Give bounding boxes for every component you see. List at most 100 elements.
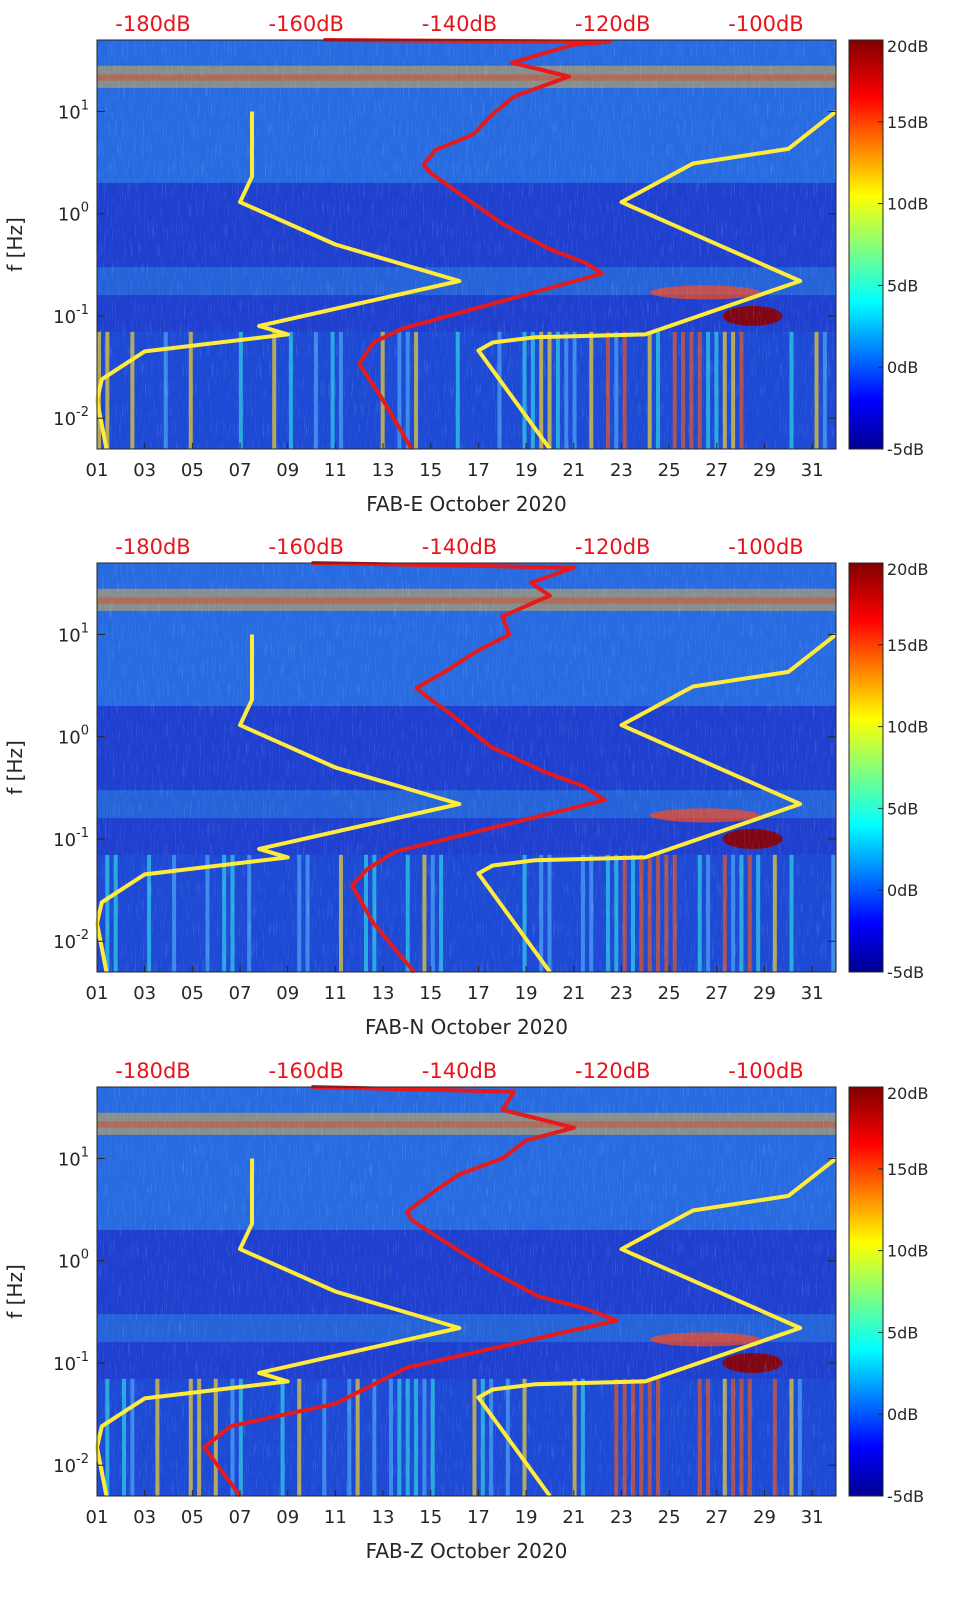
colorbar-tick-label: 10dB (887, 718, 929, 737)
x-tick-label: 29 (753, 1507, 776, 1528)
colorbar (848, 562, 884, 973)
x-tick-label: 21 (562, 460, 585, 481)
x-tick-label: 27 (705, 460, 728, 481)
spectrogram-panel: 01 03 05 07 09 11 13 15 17 19 21 23 25 27 29 31 10-2 10-1… (3, 12, 929, 516)
colorbar-tick-label: 0dB (887, 358, 918, 377)
x-tick-label: 01 (86, 460, 109, 481)
x-tick-label: 19 (515, 983, 538, 1004)
y-tick-label: 10-1 (53, 1350, 89, 1375)
x-tick-label: 13 (372, 1507, 395, 1528)
x-tick-label: 21 (562, 1507, 585, 1528)
y-tick-label: 101 (58, 621, 89, 646)
colorbar-tick-label: 20dB (887, 560, 929, 579)
colorbar-tick-label: 10dB (887, 195, 929, 214)
x-tick-label: 03 (133, 983, 156, 1004)
y-tick-label: 100 (58, 201, 89, 226)
x-tick-label: 13 (372, 460, 395, 481)
colorbar-tick-label: 5dB (887, 799, 918, 818)
x-tick-label: 05 (181, 983, 204, 1004)
red-psd-curve (323, 38, 612, 451)
plot-frame (96, 1086, 837, 1497)
top-db-tick-label: -180dB (115, 12, 190, 36)
x-tick-label: 15 (419, 983, 442, 1004)
colorbar-tick-label: -5dB (887, 963, 924, 982)
top-db-tick-label: -160dB (269, 1059, 344, 1083)
x-tick-label: 07 (229, 983, 252, 1004)
y-tick-label: 10-2 (53, 928, 89, 953)
top-db-tick-label: -100dB (728, 535, 803, 559)
x-tick-label: 03 (133, 1507, 156, 1528)
red-psd-curve (311, 561, 607, 974)
colorbar-tick-label: 15dB (887, 636, 929, 655)
x-tick-label: 27 (705, 983, 728, 1004)
colorbar (848, 1086, 884, 1497)
y-axis-label: f [Hz] (3, 740, 27, 795)
spectrogram-image (97, 1087, 836, 1496)
top-db-tick-label: -180dB (115, 1059, 190, 1083)
colorbar-tick-label: 0dB (887, 881, 918, 900)
top-db-tick-label: -160dB (269, 12, 344, 36)
yellow-noise-model-curve (95, 634, 462, 973)
x-tick-label: 25 (658, 983, 681, 1004)
colorbar-tick-label: 20dB (887, 1084, 929, 1103)
top-db-tick-label: -120dB (575, 535, 650, 559)
colorbar (848, 39, 884, 450)
x-tick-label: 19 (515, 460, 538, 481)
y-tick-label: 100 (58, 724, 89, 749)
x-tick-label: 31 (801, 460, 824, 481)
x-tick-label: 09 (276, 460, 299, 481)
x-tick-label: 21 (562, 983, 585, 1004)
x-tick-label: 03 (133, 460, 156, 481)
x-tick-label: 11 (324, 983, 347, 1004)
x-tick-label: 25 (658, 460, 681, 481)
y-tick-label: 10-2 (53, 1452, 89, 1477)
x-tick-label: 19 (515, 1507, 538, 1528)
x-tick-label: 07 (229, 460, 252, 481)
yellow-noise-model-curve (95, 1158, 462, 1497)
x-tick-label: 23 (610, 1507, 633, 1528)
x-tick-label: 13 (372, 983, 395, 1004)
plot-frame (96, 562, 837, 973)
x-tick-label: 11 (324, 1507, 347, 1528)
colorbar-tick-label: 10dB (887, 1242, 929, 1261)
x-tick-label: 29 (753, 460, 776, 481)
x-axis-label: FAB-N October 2020 (365, 1015, 568, 1039)
top-db-tick-label: -140dB (422, 535, 497, 559)
x-tick-label: 17 (467, 1507, 490, 1528)
x-tick-label: 17 (467, 460, 490, 481)
x-tick-label: 05 (181, 1507, 204, 1528)
x-tick-label: 01 (86, 1507, 109, 1528)
yellow-noise-model-curve (95, 111, 462, 450)
top-db-tick-label: -100dB (728, 1059, 803, 1083)
yellow-noise-model-curve (476, 109, 838, 451)
colorbar-tick-label: 15dB (887, 1160, 929, 1179)
spectrogram-panel: 01 03 05 07 09 11 13 15 17 19 21 23 25 27 29 31 10-2 10-1… (3, 1059, 929, 1563)
top-db-tick-label: -160dB (269, 535, 344, 559)
y-axis-label: f [Hz] (3, 217, 27, 272)
y-tick-label: 10-1 (53, 826, 89, 851)
spectrogram-image (97, 563, 836, 972)
x-tick-label: 29 (753, 983, 776, 1004)
top-db-tick-label: -180dB (115, 535, 190, 559)
x-tick-label: 23 (610, 983, 633, 1004)
x-tick-label: 25 (658, 1507, 681, 1528)
top-db-tick-label: -120dB (575, 1059, 650, 1083)
y-tick-label: 101 (58, 98, 89, 123)
x-axis-label: FAB-E October 2020 (366, 492, 567, 516)
top-db-tick-label: -140dB (422, 1059, 497, 1083)
plot-frame (96, 39, 837, 450)
spectrogram-image (97, 40, 836, 449)
x-tick-label: 15 (419, 460, 442, 481)
y-tick-label: 101 (58, 1145, 89, 1170)
y-tick-label: 10-2 (53, 405, 89, 430)
x-tick-label: 05 (181, 460, 204, 481)
colorbar-tick-label: -5dB (887, 440, 924, 459)
yellow-noise-model-curve (476, 1156, 838, 1498)
y-tick-label: 10-1 (53, 303, 89, 328)
x-tick-label: 17 (467, 983, 490, 1004)
x-tick-label: 31 (801, 983, 824, 1004)
x-tick-label: 01 (86, 983, 109, 1004)
colorbar-tick-label: 15dB (887, 113, 929, 132)
x-tick-label: 15 (419, 1507, 442, 1528)
